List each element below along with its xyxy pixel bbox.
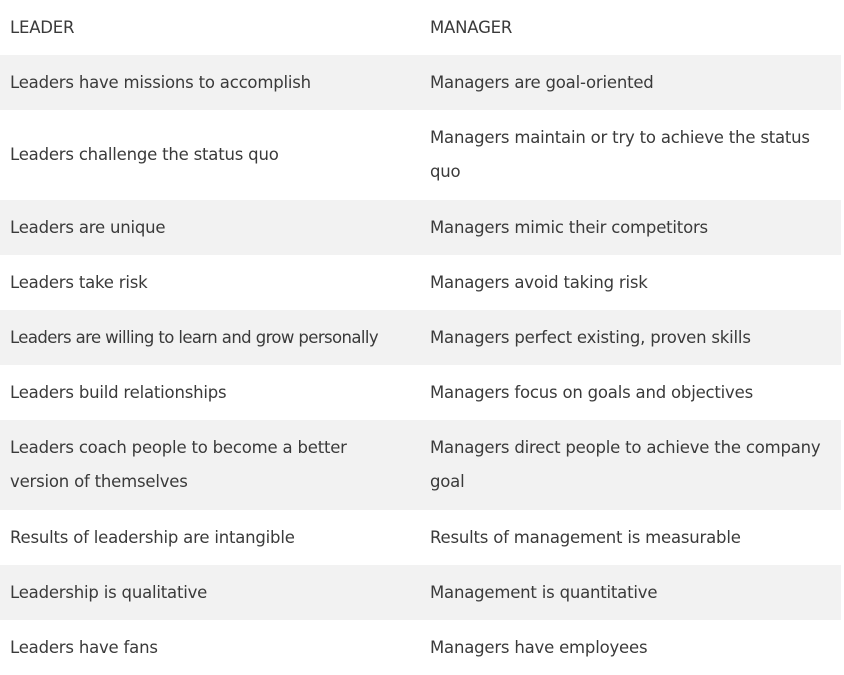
table-row: Leaders are willing to learn and grow pe… bbox=[0, 310, 841, 365]
manager-cell: Management is quantitative bbox=[430, 582, 658, 602]
table-row: Leaders have fans Managers have employees bbox=[0, 620, 841, 675]
table-row: Leaders challenge the status quo Managers… bbox=[0, 110, 841, 200]
leader-cell: Leaders build relationships bbox=[10, 382, 227, 402]
manager-cell: Managers are goal-oriented bbox=[430, 72, 654, 92]
header-manager: MANAGER bbox=[430, 17, 513, 37]
manager-cell: Managers maintain or try to achieve the … bbox=[430, 128, 810, 181]
leader-cell: Leaders take risk bbox=[10, 272, 148, 292]
manager-cell: Results of management is measurable bbox=[430, 527, 741, 547]
table-row: Leadership is qualitative Management is q… bbox=[0, 565, 841, 620]
leader-cell: Leaders are unique bbox=[10, 217, 166, 237]
table-row: Leaders take risk Managers avoid taking r… bbox=[0, 255, 841, 310]
manager-cell: Managers focus on goals and objectives bbox=[430, 382, 753, 402]
table-row: Leaders build relationships Managers focu… bbox=[0, 365, 841, 420]
leader-cell: Leaders have fans bbox=[10, 637, 158, 657]
manager-cell: Managers mimic their competitors bbox=[430, 217, 708, 237]
leader-cell: Leaders have missions to accomplish bbox=[10, 72, 311, 92]
manager-cell: Managers avoid taking risk bbox=[430, 272, 648, 292]
header-leader: LEADER bbox=[10, 17, 75, 37]
table-row: Results of leadership are intangible Resu… bbox=[0, 510, 841, 565]
leader-cell: Leadership is qualitative bbox=[10, 582, 208, 602]
table-row: Leaders have missions to accomplish Manag… bbox=[0, 55, 841, 110]
leader-cell: Leaders are willing to learn and grow pe… bbox=[10, 327, 379, 347]
manager-cell: Managers direct people to achieve the co… bbox=[430, 438, 821, 491]
leader-cell: Leaders challenge the status quo bbox=[10, 145, 279, 164]
leader-cell: Results of leadership are intangible bbox=[10, 527, 295, 547]
table-row: Leaders coach people to become a better … bbox=[0, 420, 841, 510]
manager-cell: Managers perfect existing, proven skills bbox=[430, 327, 751, 347]
manager-cell: Managers have employees bbox=[430, 637, 648, 657]
header-row: LEADER MANAGER bbox=[0, 0, 841, 55]
leader-cell: Leaders coach people to become a better … bbox=[10, 438, 347, 491]
table-row: Leaders are unique Managers mimic their c… bbox=[0, 200, 841, 255]
